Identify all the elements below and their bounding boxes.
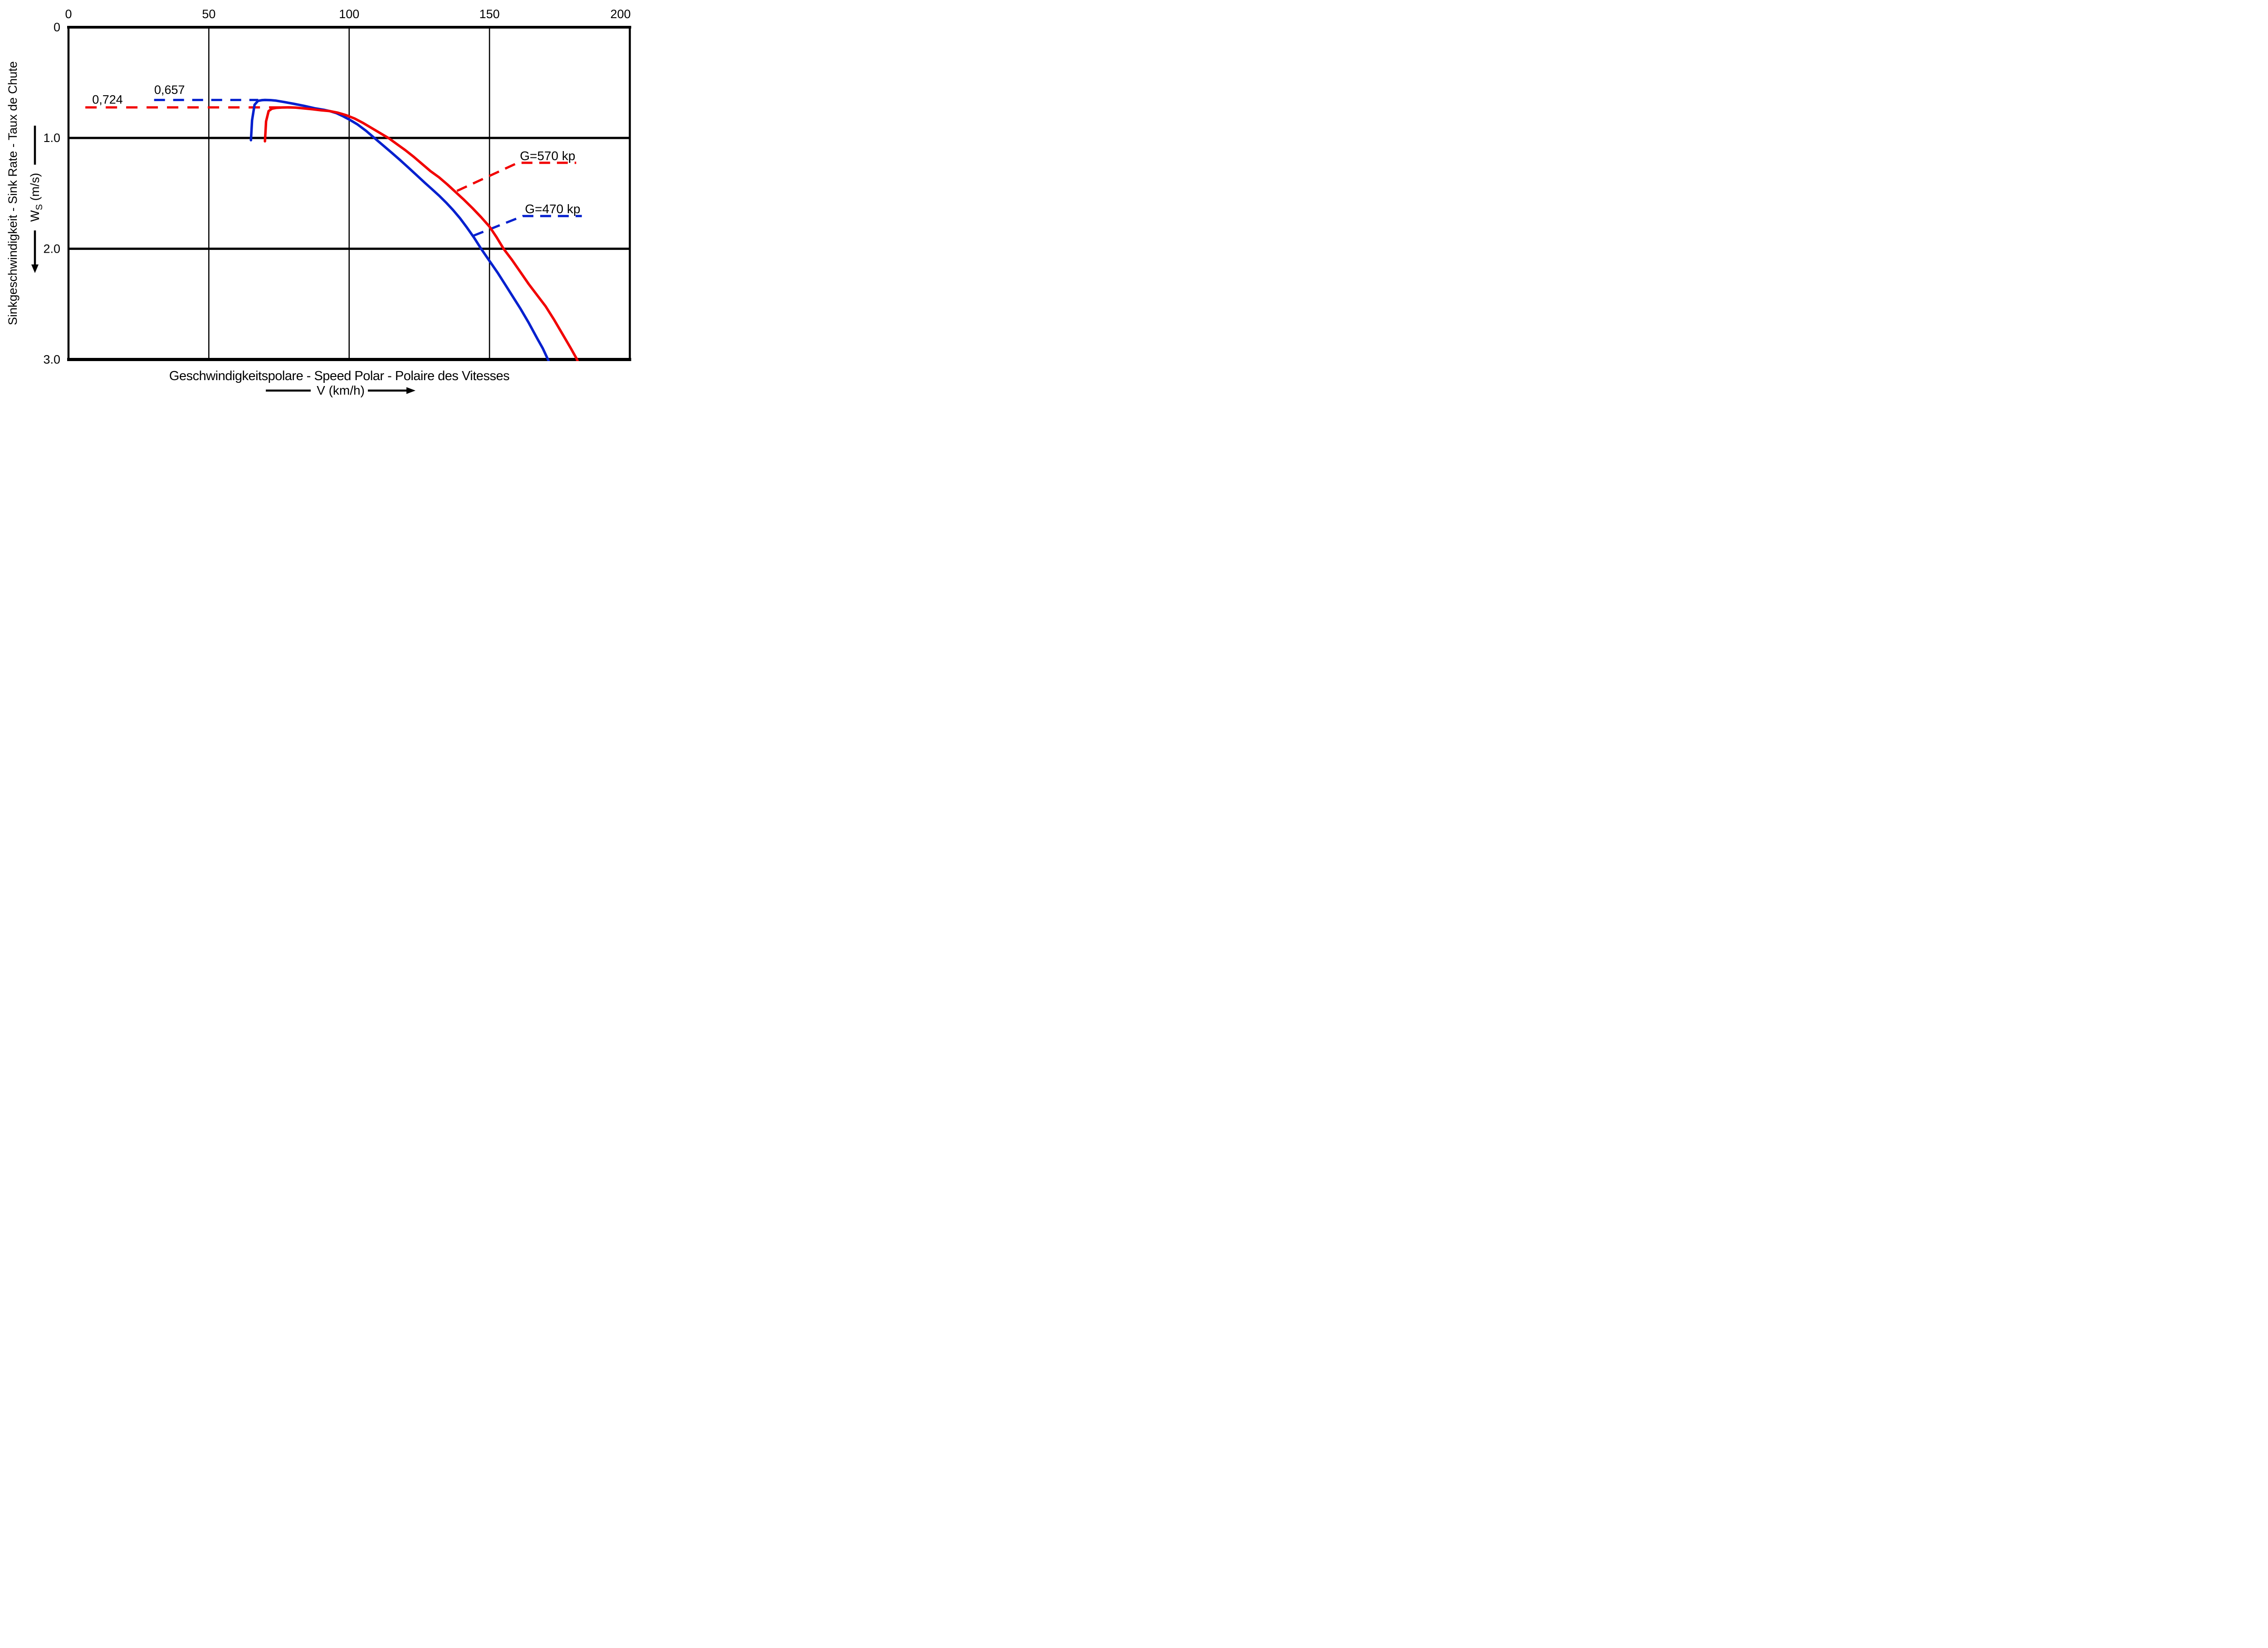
y-axis-symbol: WS (m/s) [28,173,44,222]
weight-label-470: G=470 kp [525,202,580,216]
y-axis-symbol-group: WS (m/s) [28,126,44,273]
x-tick-200: 200 [610,7,631,21]
min-sink-label-blue: 0,657 [154,83,185,97]
curves-group [249,98,579,361]
y-axis-arrowhead-down [31,264,39,273]
polar-curve-g470 [249,98,550,361]
x-tick-100: 100 [339,7,359,21]
x-axis-label-group: V (km/h) [266,383,415,397]
y-tick-labels: 0 1.0 2.0 3.0 [43,20,60,367]
horizontal-gridlines [68,137,630,250]
x-tick-labels: 0 50 100 150 200 [65,7,631,21]
y-tick-1.0: 1.0 [43,131,60,145]
min-sink-label-red: 0,724 [92,93,123,106]
y-tick-2.0: 2.0 [43,242,60,255]
chart-canvas: 0 50 100 150 200 0 1.0 2.0 3.0 0,657 0,724 G=57… [0,0,640,412]
leader-line-570 [456,161,577,192]
x-tick-150: 150 [479,7,500,21]
x-axis-arrowhead-right [406,387,415,394]
polar-curve-g570 [264,106,579,361]
vertical-gridlines [208,27,490,360]
y-axis-title: Sinkgeschwindigkeit - Sink Rate - Taux d… [6,61,20,325]
plot-border [67,26,631,361]
weight-label-570: G=570 kp [520,149,575,163]
y-tick-3.0: 3.0 [43,353,60,367]
x-axis-label: V (km/h) [317,383,365,397]
x-tick-50: 50 [202,7,215,21]
chart-title: Geschwindigkeitspolare - Speed Polar - P… [169,369,509,383]
y-tick-0: 0 [54,20,60,34]
x-tick-0: 0 [65,7,72,21]
speed-polar-chart: 0 50 100 150 200 0 1.0 2.0 3.0 0,657 0,724 G=57… [6,7,631,397]
